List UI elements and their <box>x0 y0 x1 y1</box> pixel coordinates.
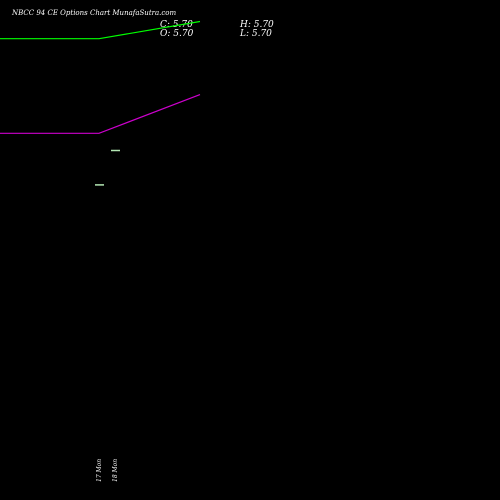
x-tick-label: 18 Mon <box>112 459 119 482</box>
series-line-1 <box>0 20 201 40</box>
open-value: O: 5.70 <box>160 29 194 39</box>
low-value: L: 5.70 <box>240 29 272 39</box>
high-value: H: 5.70 <box>240 20 274 30</box>
chart-title: NBCC 94 CE Options Chart MunafaSutra.com <box>12 9 177 17</box>
series-line-2 <box>0 94 201 134</box>
x-tick-label: 17 Mon <box>96 459 103 482</box>
